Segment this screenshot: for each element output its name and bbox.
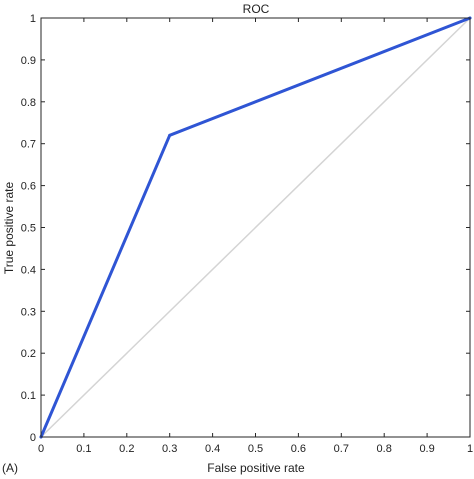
y-tick-label: 0.4 — [21, 264, 36, 276]
y-axis-label: True positive rate — [2, 182, 16, 275]
x-tick-label: 0.7 — [334, 443, 349, 455]
x-tick-label: 0.3 — [162, 443, 177, 455]
y-tick-label: 1 — [30, 13, 36, 25]
panel-label: (A) — [2, 461, 18, 475]
x-tick-label: 0.5 — [248, 443, 263, 455]
x-tick-label: 0.2 — [119, 443, 134, 455]
roc-point — [168, 133, 172, 137]
x-tick-label: 0 — [38, 443, 44, 455]
chart-title: ROC — [243, 2, 270, 16]
y-axis-ticks: 0 0.1 0.2 0.3 0.4 0.5 0.6 0.7 0.8 0.9 1 — [21, 13, 470, 444]
x-tick-label: 1 — [467, 443, 473, 455]
y-tick-label: 0.8 — [21, 97, 36, 109]
x-axis-label: False positive rate — [207, 461, 305, 475]
x-tick-label: 0.4 — [205, 443, 220, 455]
x-tick-label: 0.6 — [291, 443, 306, 455]
y-tick-label: 0.3 — [21, 306, 36, 318]
y-tick-label: 0.1 — [21, 390, 36, 402]
x-tick-label: 0.9 — [419, 443, 434, 455]
x-tick-label: 0.8 — [377, 443, 392, 455]
y-tick-label: 0.9 — [21, 55, 36, 67]
y-tick-label: 0.2 — [21, 348, 36, 360]
diagonal-reference-line — [40, 17, 471, 438]
y-tick-label: 0.5 — [21, 223, 36, 235]
y-tick-label: 0.7 — [21, 139, 36, 151]
y-tick-label: 0 — [30, 432, 36, 444]
x-axis-ticks: 0 0.1 0.2 0.3 0.4 0.5 0.6 0.7 0.8 0.9 1 — [38, 18, 473, 455]
x-tick-label: 0.1 — [76, 443, 91, 455]
y-tick-label: 0.6 — [21, 181, 36, 193]
